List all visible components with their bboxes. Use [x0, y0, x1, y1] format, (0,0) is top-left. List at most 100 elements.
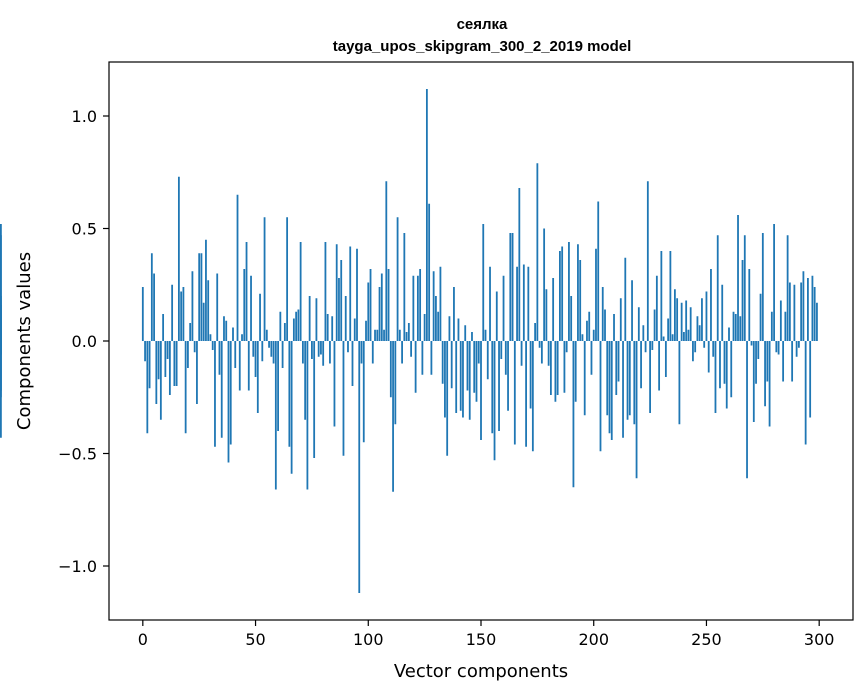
bar [320, 341, 322, 355]
bar [543, 228, 546, 341]
bar [453, 287, 455, 341]
bar [301, 341, 304, 364]
bar [743, 235, 746, 341]
bar [166, 341, 169, 359]
bar [432, 271, 435, 341]
bar [236, 194, 239, 341]
bar [746, 341, 748, 479]
bar [396, 217, 399, 341]
bar [518, 188, 521, 341]
bar [807, 278, 809, 341]
bar [752, 341, 755, 422]
bar [624, 257, 627, 341]
bar [764, 341, 766, 407]
bar [410, 341, 413, 357]
bar [347, 341, 349, 353]
bar [340, 260, 343, 341]
bar [561, 246, 564, 341]
bar [570, 296, 573, 341]
bar [511, 233, 514, 341]
x-tick-label: 0 [138, 630, 148, 649]
y-tick-label: 1.0 [72, 107, 97, 126]
bar [800, 282, 803, 341]
bar [730, 341, 733, 398]
bar [513, 341, 516, 445]
bar [784, 311, 787, 341]
bar [441, 341, 444, 384]
y-axis-label: Components values [14, 252, 35, 430]
bar [755, 341, 757, 384]
bar [468, 341, 471, 420]
bar [649, 341, 651, 413]
bar [435, 296, 437, 341]
bar [225, 320, 228, 341]
bar [168, 341, 171, 395]
bar [685, 300, 688, 341]
bar [326, 314, 329, 341]
bar [757, 341, 760, 359]
bar [211, 341, 214, 350]
bar [159, 341, 162, 420]
bar [777, 341, 780, 355]
bar [766, 341, 769, 382]
bar [714, 341, 717, 413]
bar [403, 233, 406, 341]
bar [182, 287, 185, 341]
x-axis-ticks: 0 50 100 150 200 250 300 [138, 620, 834, 649]
bar [522, 264, 525, 341]
bar [480, 341, 482, 440]
bar [324, 242, 327, 341]
bar [439, 266, 442, 341]
bar [292, 318, 295, 341]
bar [610, 341, 613, 440]
bar [622, 341, 624, 438]
bar [351, 341, 354, 386]
bar [491, 341, 494, 434]
bar [245, 242, 248, 341]
bar [223, 316, 225, 341]
bar [606, 341, 609, 416]
bar [365, 320, 367, 341]
bar [342, 341, 345, 456]
bar [795, 341, 798, 357]
bar [813, 287, 816, 341]
bar [737, 215, 739, 341]
bar [367, 282, 370, 341]
bar [707, 341, 710, 373]
x-axis-label: Vector components [394, 661, 568, 682]
bar [631, 280, 633, 341]
bar [531, 341, 534, 452]
bar [559, 251, 561, 341]
bar [171, 284, 174, 341]
bar [322, 341, 325, 366]
bar [705, 291, 708, 341]
bar [635, 341, 638, 479]
bar [423, 314, 426, 341]
bar [356, 248, 358, 341]
bar [617, 341, 620, 382]
bar [662, 336, 665, 341]
bar [444, 341, 446, 418]
bar [229, 341, 232, 445]
bar [401, 341, 403, 364]
bar [297, 309, 300, 341]
bar [333, 341, 336, 427]
bar [667, 318, 670, 341]
bar [581, 334, 584, 341]
bar [304, 341, 307, 420]
bar [484, 329, 487, 341]
bar [193, 341, 196, 353]
bar [234, 341, 237, 368]
bar [238, 341, 241, 391]
bar [385, 181, 388, 341]
bar [671, 334, 674, 341]
bar [250, 275, 252, 341]
bar [608, 341, 611, 434]
bar [450, 341, 453, 389]
bar [732, 311, 735, 341]
bar [389, 341, 392, 398]
bar [263, 217, 266, 341]
bar [317, 341, 320, 357]
bar [782, 341, 785, 382]
bar [200, 253, 203, 341]
